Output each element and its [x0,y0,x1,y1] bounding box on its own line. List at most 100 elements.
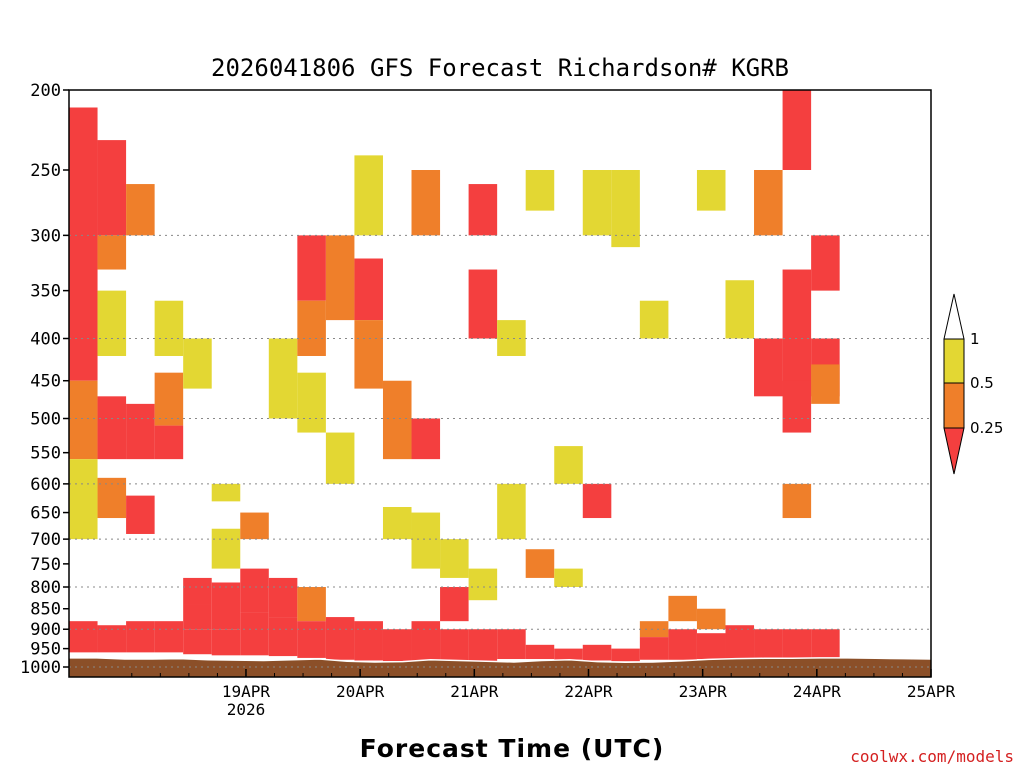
heatmap-cell [440,539,469,578]
heatmap-cell [297,235,326,301]
heatmap-cell [97,625,127,653]
heatmap-cell [211,582,241,630]
heatmap-cell [639,300,669,339]
heatmap-cell [97,235,127,270]
heatmap-cell [582,169,612,236]
heatmap-cell [354,258,383,321]
heatmap-cell [97,396,127,460]
heatmap-cell [268,617,298,657]
legend-bin-025-05 [943,382,965,429]
heatmap-cell [411,512,441,569]
heatmap-cell [782,380,812,433]
heatmap-cell [525,549,555,578]
y-tick-label: 1000 [20,658,61,678]
legend-bin-05-1 [943,338,965,384]
heatmap-cell [268,338,298,419]
heatmap-cell [69,107,98,381]
x-axis-label: Forecast Time (UTC) [360,734,665,763]
heatmap-cell [525,169,555,211]
heatmap-cell [582,644,612,661]
x-tick-label: 19APR [222,682,271,701]
y-axis: 200 250 300 350 400 450 500 550 600 650 700 750 8008… [20,81,69,678]
y-tick-label: 900 [30,620,61,640]
legend-bin-lt025 [943,427,965,475]
heatmap-cell [411,169,441,236]
heatmap-cell [582,483,612,519]
heatmap-cell [382,380,412,460]
heatmap-cell [725,625,755,660]
heatmap-cell [440,629,469,662]
heatmap-cell [696,169,726,211]
heatmap-cell [782,269,812,339]
heatmap-cell [97,140,127,236]
heatmap-cell [126,495,155,534]
y-tick-label: 700 [30,530,61,550]
heatmap-cell [468,269,498,339]
heatmap-cell [554,446,583,484]
heatmap-cell [183,577,212,605]
heatmap-cell [668,595,697,622]
y-tick-label: 450 [30,372,61,392]
heatmap-cell [297,372,326,433]
heatmap-cell [696,608,726,630]
x-tick-label: 22APR [564,682,613,701]
heatmap-cell [468,629,498,662]
heatmap-cell [154,300,184,356]
heatmap-cell [754,629,783,659]
y-tick-label: 950 [30,640,61,660]
ground-polygon [69,657,931,677]
legend-level-label: 0.25 [970,419,1003,437]
x-tick-sublabel: 2026 [227,700,266,719]
heatmap-cell [297,300,326,356]
x-tick-label: 21APR [450,682,499,701]
y-tick-label: 650 [30,504,61,524]
credit-text: coolwx.com/models [850,747,1014,766]
x-tick-label: 24APR [793,682,842,701]
heatmap-cell [411,418,441,460]
legend-bin-gt1 [943,293,965,340]
heatmap-cell [69,380,98,460]
heatmap-cell [782,90,812,170]
heatmap-cell [639,637,669,660]
x-tick-label: 25APR [907,682,956,701]
heatmap-cell [696,633,726,660]
heatmap-cell [782,483,812,519]
heatmap-cell [97,290,127,356]
heatmap-cell [297,587,326,622]
heatmap-cell [725,280,755,339]
heatmap-cell [325,235,355,321]
y-tick-label: 200 [30,81,61,101]
heatmap-cell [211,483,241,502]
heatmap-cell [240,512,269,540]
x-tick-label: 20APR [336,682,385,701]
surface-pressure-line [69,657,932,664]
heatmap-cell [268,577,298,618]
heatmap-cell [183,338,212,389]
heatmap-cell [126,184,155,236]
heatmap-cell [554,568,583,588]
heatmap-cell [525,644,555,660]
heatmap-cell [183,629,212,655]
heatmap-cell [611,648,640,662]
colorbar-legend: 1 0.5 0.25 [943,293,1003,475]
heatmap-cell [154,372,184,426]
ground-fill [69,657,932,677]
heatmap-cell [497,483,526,540]
y-tick-label: 500 [30,409,61,429]
heatmap-cell [126,403,155,460]
heatmap-cell [754,169,783,236]
heatmap-cell [126,621,155,653]
heatmap-cell [468,184,498,236]
legend-level-label: 0.5 [970,374,994,392]
heatmap-cell [97,477,127,519]
heatmap-cell [69,459,98,540]
heatmap-cell [668,629,697,660]
heatmap-cell [382,507,412,540]
y-tick-label: 750 [30,555,61,575]
heatmap-cell [611,169,640,248]
heatmap-cell [468,568,498,601]
heatmap-cell [297,621,326,658]
heatmap-cell [154,425,184,460]
